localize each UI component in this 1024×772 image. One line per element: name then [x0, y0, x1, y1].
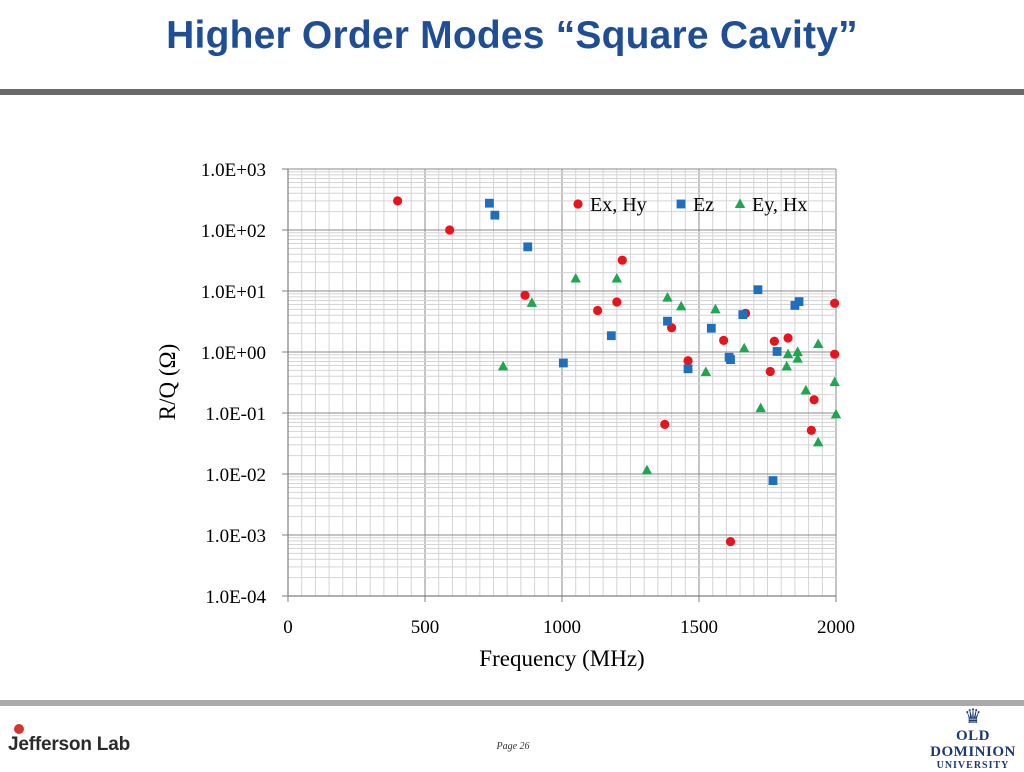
data-point-square — [558, 358, 568, 368]
odu-logo-name: OLD DOMINION — [930, 728, 1016, 760]
legend: Ex, Hy Ez Ey, Hx — [573, 194, 807, 216]
y-axis-label: R/Q (Ω) — [155, 344, 180, 421]
x-tick-label: 2000 — [817, 617, 855, 638]
data-point-circle — [830, 349, 840, 359]
data-point-triangle — [570, 272, 581, 283]
data-point-triangle — [830, 408, 842, 419]
data-point-circle — [783, 333, 793, 343]
data-point-triangle — [611, 272, 622, 283]
axes — [282, 168, 837, 602]
legend-label: Ex, Hy — [590, 194, 647, 216]
data-point-square — [663, 316, 672, 326]
y-tick-label: 1.0E-01 — [205, 404, 266, 425]
y-tick-label: 1.0E-02 — [205, 465, 266, 486]
data-point-square — [706, 323, 716, 333]
slide-title: Higher Order Modes “Square Cavity” — [166, 14, 858, 57]
series-square — [484, 198, 804, 485]
legend-label: Ey, Hx — [752, 194, 807, 216]
data-point-circle — [719, 335, 729, 345]
data-point-triangle — [782, 348, 794, 359]
legend-marker-triangle — [734, 198, 746, 208]
data-point-circle — [725, 536, 736, 547]
x-tick-label: 1000 — [543, 617, 581, 638]
page-number: Page 26 — [496, 741, 530, 752]
data-point-triangle — [829, 376, 840, 387]
data-point-circle — [520, 290, 530, 300]
x-axis-label: Frequency (MHz) — [479, 646, 644, 671]
data-point-circle — [593, 305, 603, 316]
tick-labels: 1.0E+03 1.0E+02 1.0E+01 1.0E+00 1.0E-01 1.0E-… — [201, 160, 855, 638]
grid — [287, 168, 837, 597]
data-point-circle — [445, 225, 455, 235]
jefferson-lab-logo-text: Jefferson Lab — [8, 734, 130, 755]
data-point-square — [523, 242, 533, 252]
data-point-triangle — [800, 384, 812, 395]
data-point-triangle — [792, 352, 803, 363]
data-point-circle — [830, 298, 840, 308]
data-point-triangle — [739, 342, 750, 353]
data-point-square — [794, 297, 804, 307]
y-tick-label: 1.0E+01 — [201, 282, 266, 303]
data-point-triangle — [662, 291, 673, 302]
data-point-square — [683, 364, 693, 374]
crown-icon: ♛ — [964, 706, 982, 728]
odu-logo-university: UNIVERSITY — [936, 760, 1010, 771]
data-point-circle — [612, 297, 622, 307]
footer-divider — [0, 700, 1024, 706]
data-point-triangle — [812, 338, 824, 349]
data-point-square — [768, 476, 778, 485]
scatter-chart: 1.0E+03 1.0E+02 1.0E+01 1.0E+00 1.0E-01 1.0E-… — [155, 160, 855, 671]
data-point-triangle — [700, 366, 712, 377]
data-point-square — [753, 285, 763, 295]
data-point-triangle — [710, 303, 721, 314]
data-point-triangle — [675, 300, 687, 311]
data-point-triangle — [812, 436, 824, 447]
data-points — [393, 196, 842, 547]
x-tick-label: 500 — [411, 617, 440, 638]
title-divider — [0, 89, 1024, 95]
series-triangle — [497, 272, 842, 475]
data-point-square — [738, 310, 748, 320]
data-point-triangle — [755, 402, 766, 413]
y-tick-label: 1.0E-03 — [205, 526, 266, 547]
jefferson-lab-logo: Jefferson Lab — [8, 724, 130, 756]
data-point-circle — [660, 419, 670, 430]
data-point-circle — [809, 395, 819, 405]
data-point-triangle — [781, 360, 792, 371]
data-point-square — [484, 198, 494, 208]
y-tick-label: 1.0E+02 — [201, 221, 266, 242]
legend-label: Ez — [693, 194, 714, 216]
data-point-circle — [806, 425, 816, 435]
logo-dot-icon — [14, 724, 24, 734]
legend-marker-circle — [573, 199, 583, 209]
data-point-triangle — [526, 297, 538, 307]
data-point-circle — [683, 356, 693, 366]
data-point-square — [606, 331, 616, 341]
odu-logo: ♛ OLD DOMINION UNIVERSITY — [926, 706, 1020, 771]
y-tick-label: 1.0E+00 — [201, 343, 266, 364]
data-point-triangle — [497, 360, 509, 371]
data-point-circle — [769, 336, 779, 346]
legend-marker-square — [676, 199, 686, 209]
data-point-triangle — [641, 464, 653, 475]
data-point-square — [490, 210, 500, 220]
data-point-circle — [393, 196, 403, 206]
x-tick-label: 1500 — [680, 617, 718, 638]
y-tick-label: 1.0E-04 — [205, 587, 266, 608]
x-tick-label: 0 — [283, 617, 293, 638]
data-point-circle — [617, 255, 627, 265]
data-point-circle — [765, 366, 775, 377]
data-point-square — [726, 355, 735, 365]
data-point-square — [772, 347, 782, 356]
y-tick-label: 1.0E+03 — [201, 160, 266, 181]
data-point-triangle — [792, 346, 803, 356]
